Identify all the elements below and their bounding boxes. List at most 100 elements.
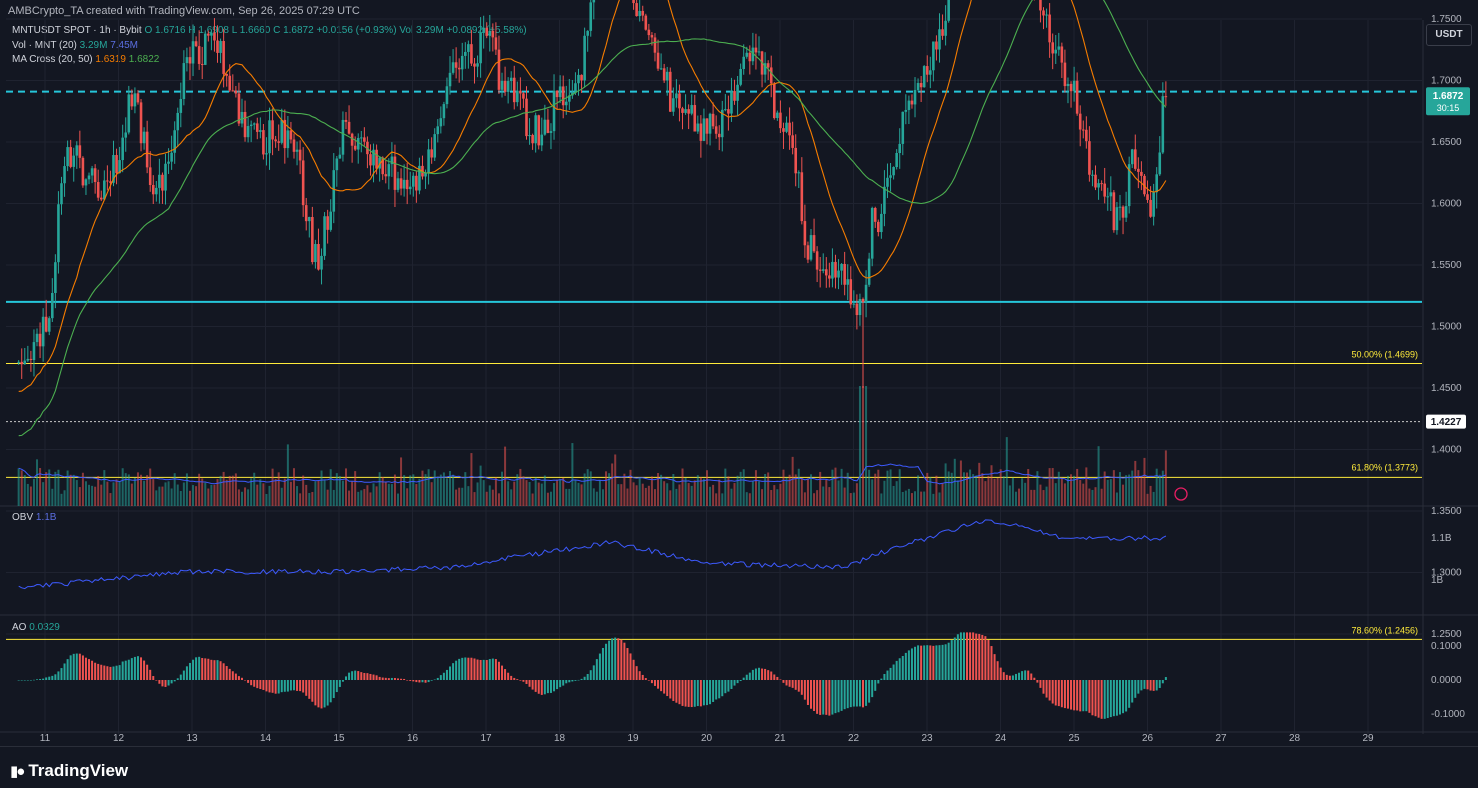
candle-body [638,10,641,17]
ao-bar [556,680,559,690]
ao-bar [1161,680,1164,684]
ao-bar [635,666,638,680]
volume-bar [580,484,583,506]
ma-cross-legend[interactable]: MA Cross (20, 50) 1.6319 1.6822 [12,54,159,65]
volume-bar [458,487,461,506]
current-price-badge-bg [1426,87,1470,116]
ao-bar [268,680,271,693]
volume-bar [858,386,861,506]
ma-cross-name[interactable]: MA Cross (20, 50) [12,54,93,65]
volume-bar [348,490,351,506]
currency-button[interactable]: USDT [1426,24,1472,46]
volume-bar [819,471,822,506]
ao-bar [733,680,736,686]
candle-body [424,172,427,177]
volume-bar [1051,468,1054,506]
volume-bar [155,490,158,506]
candle-body [167,161,170,164]
ao-bar [338,680,341,687]
ao-bar [657,680,660,689]
volume-bar [1155,468,1158,506]
obv-name[interactable]: OBV [12,512,34,523]
volume-bar [715,493,718,506]
ao-bar [767,670,770,680]
volume-bar [601,489,604,506]
candle-body [1057,46,1061,50]
ao-bar [739,680,742,682]
candle-body [797,172,801,174]
time-tick-label: 17 [480,733,492,744]
candle-body [1045,14,1048,16]
ao-bar [785,680,788,686]
candle-body [173,130,176,153]
candle-body [812,235,816,252]
candle-body [568,95,571,102]
volume-bar [357,491,360,506]
candle-body [788,122,791,136]
ao-bar [568,680,571,683]
volume-bar [510,489,513,506]
axes-layer: 1.90001.85001.80001.75001.70001.65001.60… [40,14,1466,744]
volume-bar [277,472,280,506]
volume-bar [969,469,972,506]
chart-svg[interactable]: 1.90001.85001.80001.75001.70001.65001.60… [0,0,1478,746]
candle-body [708,113,712,134]
candle-body [549,131,553,133]
volume-bar [504,446,507,506]
candle-body [1039,0,1042,11]
candle-body [29,358,33,360]
tradingview-logo[interactable]: ▮● TradingView [10,761,128,781]
candle-body [500,80,504,90]
volume-bar [868,469,871,506]
candle-body [935,41,938,50]
volume-bar [736,475,739,506]
volume-bar [32,478,35,506]
symbol-name[interactable]: MNTUSDT SPOT · 1h · Bybit [12,25,142,36]
ao-bar [1100,680,1103,719]
candle-body [356,137,360,150]
ao-name[interactable]: AO [12,622,27,633]
price-tick-label: 1.3000 [1431,568,1462,579]
volume-bar [259,479,262,506]
volume-bar [78,487,81,506]
volume-bar [644,487,647,506]
ao-bar [776,676,779,680]
ao-bar [1063,680,1066,709]
candle-body [668,71,672,112]
candle-body [846,279,850,285]
volume-bar [299,493,302,506]
ao-bar [308,680,311,699]
volume-bar [1045,486,1048,506]
candle-body [26,358,30,361]
candle-body [534,115,537,144]
candle-body [503,80,507,92]
ao-bar [1033,677,1036,680]
candle-body [268,120,271,154]
volume-bar [513,481,516,506]
obv-legend[interactable]: OBV 1.1B [12,512,56,523]
candle-body [494,37,498,50]
volume-legend[interactable]: Vol · MNT (20) 3.29M 7.45M [12,40,138,51]
volume-bar [476,482,479,506]
volume-bar [840,468,843,506]
candle-body [136,93,140,103]
volume-bar [433,470,436,506]
candle-body [925,66,929,75]
candle-body [574,83,577,92]
candle-body [1060,46,1064,63]
ao-tick-label: 0.0000 [1431,675,1462,686]
volume-bar [494,477,497,506]
ao-bar [213,660,216,680]
candle-body [932,41,935,71]
candle-body [506,81,510,92]
ao-bar [1054,680,1057,706]
candle-body [185,57,189,64]
volume-bar [522,476,525,506]
volume-indicator-name[interactable]: Vol · MNT (20) [12,40,77,51]
ao-bar [1066,680,1069,709]
ao-bar [1106,680,1109,719]
ao-bar [445,669,448,680]
candle-body [849,279,853,305]
ao-bar [274,680,277,694]
candle-body [1146,194,1149,200]
